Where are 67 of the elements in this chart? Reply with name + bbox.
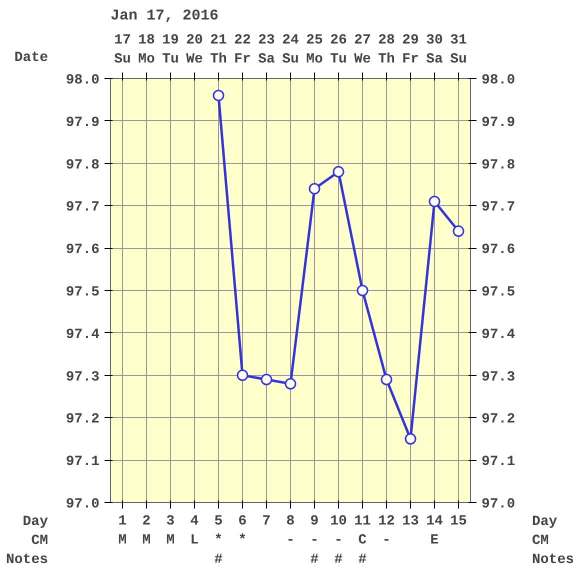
text: Day CM Notes bbox=[532, 513, 573, 570]
x-tick-label: 2 M bbox=[142, 514, 151, 549]
point bbox=[452, 225, 464, 237]
x2-tick-label: 26 Tu bbox=[330, 32, 347, 68]
x-tick-label: 5 * # bbox=[214, 514, 223, 568]
x-tick-label: 10 - # bbox=[330, 514, 347, 568]
y2-tick-label: 97.3 bbox=[482, 369, 516, 386]
point bbox=[308, 183, 320, 194]
y2-tick-label: 97.6 bbox=[482, 242, 516, 258]
point bbox=[404, 433, 416, 445]
y2-tick-label: 97.7 bbox=[482, 200, 516, 216]
y-tick-label: 97.9 bbox=[66, 114, 100, 131]
x2-tick-label: 27 We bbox=[354, 32, 371, 68]
x-tick-label: 13 bbox=[402, 514, 419, 530]
x2-tick-label: 24 Su bbox=[282, 32, 299, 68]
point bbox=[236, 370, 248, 382]
x2-tick-label: 20 We bbox=[186, 32, 203, 68]
x-tick-label: 7 bbox=[262, 514, 271, 530]
x-tick-label: 8 - bbox=[286, 514, 295, 549]
x-tick-label: 4 L bbox=[190, 514, 199, 549]
x2-tick-label: 25 Mo bbox=[306, 32, 323, 68]
point bbox=[332, 166, 344, 178]
x-tick-label: 15 bbox=[450, 514, 467, 530]
y2-tick-label: 97.2 bbox=[482, 412, 516, 428]
x-tick-label: 3 M bbox=[166, 514, 175, 549]
y-tick-label: 97.1 bbox=[66, 454, 100, 470]
y2-tick-label: 98.0 bbox=[482, 72, 516, 88]
y2-tick-label: 97.0 bbox=[482, 496, 516, 512]
point bbox=[284, 378, 296, 390]
y-tick-label: 97.4 bbox=[66, 326, 100, 343]
x-tick-label: 6 * bbox=[238, 514, 247, 549]
y2-tick-label: 97.8 bbox=[482, 157, 516, 174]
x-tick-label: 9 - # bbox=[310, 514, 319, 568]
chart-title: Jan 17, 2016 bbox=[110, 8, 219, 24]
y-tick-label: 97.3 bbox=[66, 369, 100, 386]
y-tick-label: 97.7 bbox=[66, 200, 100, 216]
x2-tick-label: 18 Mo bbox=[138, 32, 155, 68]
x2-tick-label: 30 Sa bbox=[426, 32, 444, 68]
x2-tick-label: 17 Su bbox=[114, 32, 131, 68]
point bbox=[212, 90, 224, 102]
y-tick-label: 97.6 bbox=[66, 242, 100, 258]
x2-tick-label: 22 Fr bbox=[234, 32, 251, 68]
y-tick-label: 98.0 bbox=[66, 72, 100, 88]
point bbox=[260, 374, 272, 386]
x-tick-label: 12 - bbox=[378, 514, 395, 549]
text: Day CM Notes bbox=[6, 513, 48, 570]
y2-tick-label: 97.1 bbox=[482, 454, 516, 470]
y2-tick-label: 97.4 bbox=[482, 326, 516, 343]
y-tick-label: 97.5 bbox=[66, 284, 100, 300]
x2-tick-label: 29 Fr bbox=[402, 32, 419, 68]
y-tick-label: 97.0 bbox=[66, 496, 100, 512]
x2-tick-label: 23 Sa bbox=[258, 32, 276, 68]
point bbox=[380, 374, 392, 386]
x2-tick-label: 28 Th bbox=[378, 32, 395, 68]
x-tick-label: 11 C # bbox=[354, 514, 371, 568]
point bbox=[428, 196, 440, 208]
x2-tick-label: 31 Su bbox=[450, 32, 467, 68]
y-tick-label: 97.2 bbox=[66, 412, 100, 428]
y2-tick-label: 97.5 bbox=[482, 284, 516, 300]
x-tick-label: 1 M bbox=[118, 514, 127, 549]
x-tick-label: 14 E bbox=[426, 514, 443, 549]
y2-tick-label: 97.9 bbox=[482, 114, 516, 131]
point bbox=[356, 284, 368, 296]
y-tick-label: 97.8 bbox=[66, 157, 100, 174]
text: Date bbox=[14, 49, 48, 68]
x2-tick-label: 21 Th bbox=[210, 32, 227, 68]
x2-tick-label: 19 Tu bbox=[162, 32, 179, 68]
